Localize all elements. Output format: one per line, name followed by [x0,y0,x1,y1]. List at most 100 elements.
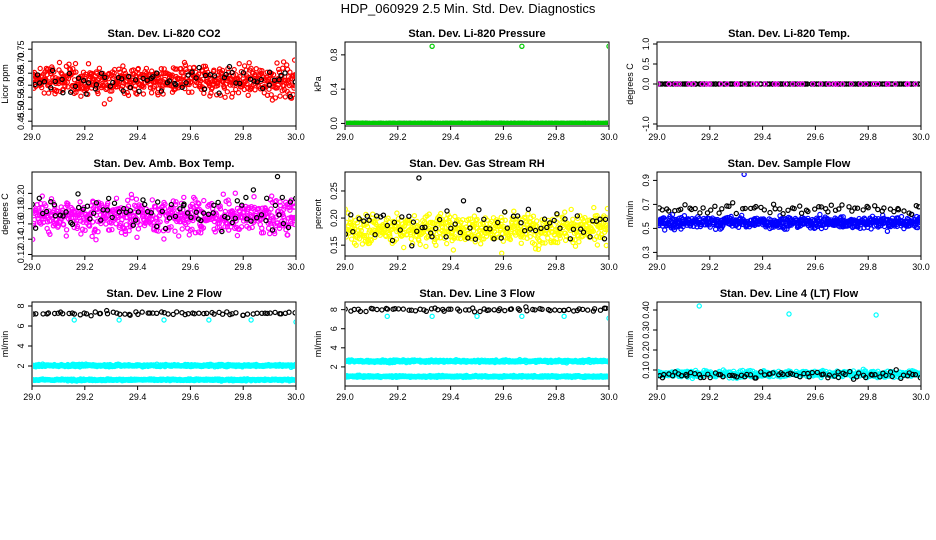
data-point [158,309,165,315]
data-point [499,250,505,255]
data-point [86,223,93,229]
data-point [224,88,230,95]
data-point [140,197,146,203]
data-point [409,243,415,249]
data-point [786,223,792,229]
data-point [444,208,450,214]
data-point [280,65,286,71]
data-point [441,308,447,314]
data-point [287,199,294,205]
data-point [292,310,295,316]
data-point [220,191,226,197]
data-point [758,204,764,211]
data-point [426,211,432,217]
outlier-point [161,317,167,323]
data-point [605,224,608,230]
y-axis-label: percent [313,198,323,229]
data-point [448,225,454,231]
data-point [423,243,429,250]
data-point [205,211,212,217]
data-point [159,208,165,214]
y-axis-label: kPa [313,76,323,92]
data-point [207,93,213,99]
data-point [121,67,128,74]
data-point [480,221,486,227]
data-point [364,232,370,239]
y-tick-label: 2 [16,363,26,368]
data-point [195,71,202,77]
data-point [552,307,558,313]
data-point [238,224,245,230]
data-point [245,92,251,99]
data-point [252,87,258,93]
data-point [351,223,357,229]
data-point [229,219,235,226]
data-point [790,81,796,87]
data-point [472,236,479,242]
data-point [434,234,441,241]
y-tick-label: 0.12 [16,246,26,264]
data-point [831,81,837,87]
x-tick-label: 29.0 [23,392,41,402]
data-point [577,213,583,219]
data-point [282,94,288,100]
data-point [731,81,738,87]
data-point [285,224,292,231]
data-point [287,207,293,213]
data-point [601,236,608,242]
data-point [868,226,874,232]
data-point [286,202,293,208]
data-point [259,67,265,74]
data-point [177,206,183,212]
data-point [481,216,487,222]
data-point [455,235,461,241]
data-point [392,306,398,312]
y-tick-label: 8 [16,303,26,308]
data-point [270,71,277,78]
data-point [805,208,811,215]
data-point [891,208,897,215]
data-point [105,195,112,202]
data-point [658,81,663,87]
data-point [182,85,188,92]
data-point [704,210,711,216]
data-point [820,81,826,87]
data-point [875,206,881,213]
data-point [499,217,505,224]
data-point [742,205,748,212]
data-point [74,223,81,229]
y-tick-label: 0.20 [329,209,339,227]
data-point [784,81,791,87]
data-point [266,69,273,75]
data-point [125,203,132,209]
data-points [658,81,920,87]
data-point [179,84,185,91]
data-point [182,311,188,318]
data-point [66,310,72,317]
data-point [567,236,574,242]
data-point [117,311,123,317]
data-point [497,306,503,312]
data-point [417,241,423,248]
plot-frame [344,171,610,257]
data-points [33,173,295,243]
data-point [120,63,126,69]
data-point [62,83,68,90]
data-point [486,307,492,313]
data-point [161,236,167,242]
data-point [774,81,780,87]
data-point [123,222,130,228]
outlier-point [116,317,122,323]
x-tick-label: 29.4 [129,392,147,402]
data-point [604,205,608,212]
data-point [412,308,419,314]
data-point [495,234,501,240]
data-point [45,310,52,316]
data-point [527,226,534,232]
data-point [532,227,539,234]
data-point [397,227,403,233]
data-point [380,212,387,218]
data-point [676,81,682,87]
